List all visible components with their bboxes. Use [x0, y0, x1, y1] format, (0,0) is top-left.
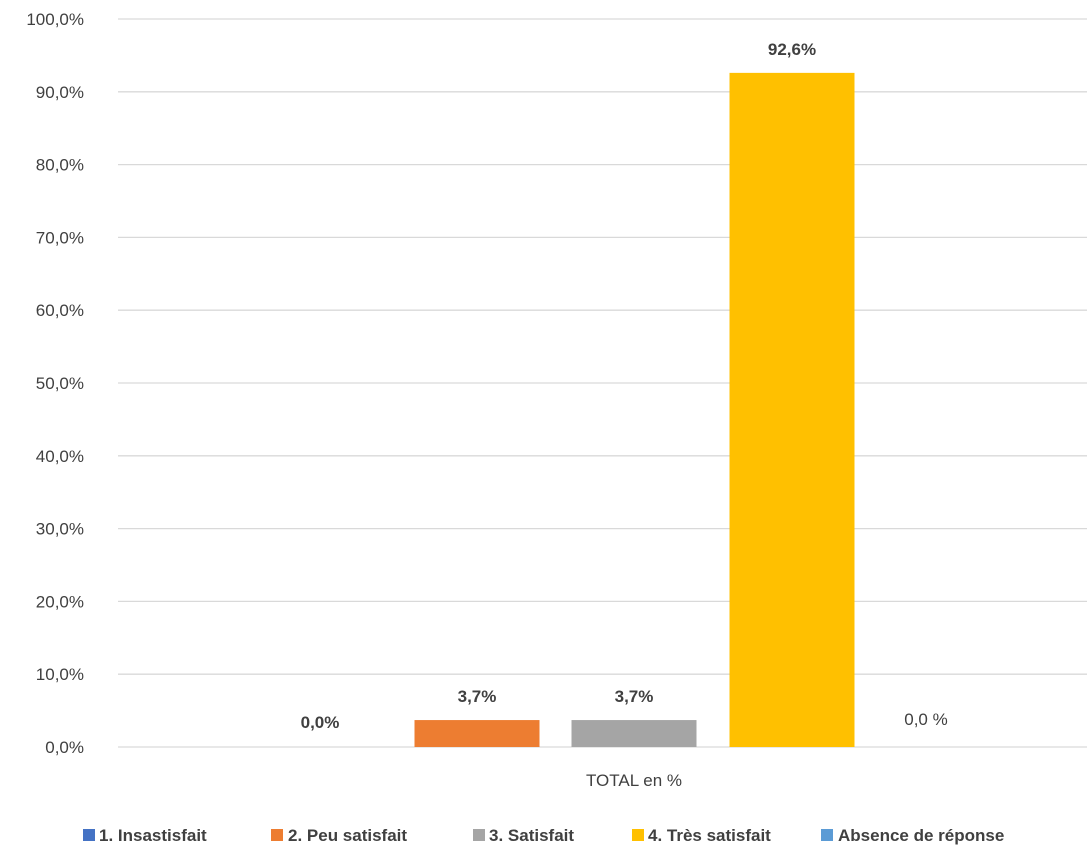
y-tick-label: 80,0%	[36, 156, 84, 175]
legend-label-1: 1. Insastisfait	[99, 826, 207, 845]
gridlines	[118, 18, 1087, 748]
legend-label-4: 4. Très satisfait	[648, 826, 771, 845]
y-tick-label: 30,0%	[36, 520, 84, 539]
y-tick-label: 10,0%	[36, 665, 84, 684]
legend-swatch-5	[821, 829, 833, 841]
y-tick-label: 20,0%	[36, 592, 84, 611]
data-label-5: 0,0 %	[904, 710, 947, 729]
legend: 1. Insastisfait 2. Peu satisfait 3. Satisf…	[83, 826, 1004, 845]
y-tick-label: 60,0%	[36, 301, 84, 320]
data-labels: 0,0% 3,7% 3,7% 92,6% 0,0 %	[301, 40, 948, 732]
x-axis-categories: TOTAL en %	[586, 771, 682, 790]
legend-label-5: Absence de réponse	[838, 826, 1004, 845]
legend-swatch-3	[473, 829, 485, 841]
data-label-3: 3,7%	[615, 687, 654, 706]
bar-3	[571, 720, 697, 747]
data-label-1: 0,0%	[301, 713, 340, 732]
legend-swatch-1	[83, 829, 95, 841]
bar-4	[729, 72, 855, 747]
x-category-label: TOTAL en %	[586, 771, 682, 790]
legend-label-3: 3. Satisfait	[489, 826, 574, 845]
legend-label-2: 2. Peu satisfait	[288, 826, 407, 845]
y-tick-label: 90,0%	[36, 83, 84, 102]
y-axis-ticks: 0,0% 10,0% 20,0% 30,0% 40,0% 50,0% 60,0% 70,0% 8…	[26, 10, 84, 757]
legend-swatch-2	[271, 829, 283, 841]
y-tick-label: 100,0%	[26, 10, 84, 29]
data-label-4: 92,6%	[768, 40, 816, 59]
y-tick-label: 0,0%	[45, 738, 84, 757]
legend-swatch-4	[632, 829, 644, 841]
data-label-2: 3,7%	[458, 687, 497, 706]
y-tick-label: 70,0%	[36, 228, 84, 247]
y-tick-label: 40,0%	[36, 447, 84, 466]
bar-2	[414, 720, 540, 747]
bars	[414, 72, 855, 747]
y-tick-label: 50,0%	[36, 374, 84, 393]
